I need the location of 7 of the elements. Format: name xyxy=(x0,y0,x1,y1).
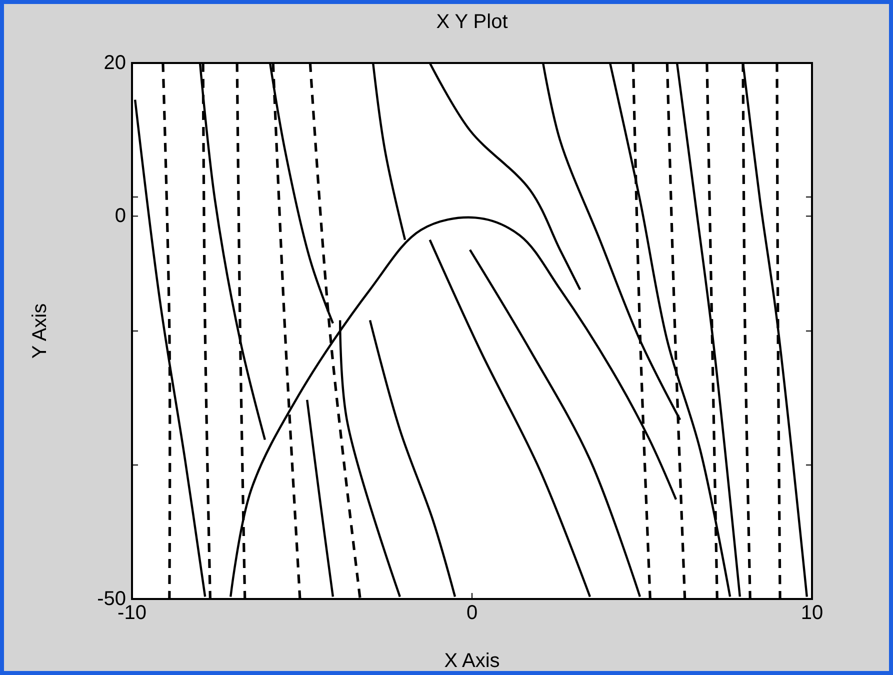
y-tick-label: 20 xyxy=(104,52,126,74)
x-axis-title: X Axis xyxy=(444,650,500,672)
x-tick-label: 0 xyxy=(466,602,478,624)
chart-title: X Y Plot xyxy=(436,11,508,33)
y-tick-label: 0 xyxy=(114,205,126,228)
x-tick-label: 10 xyxy=(800,602,824,624)
y-axis-title: Y Axis xyxy=(29,303,51,359)
